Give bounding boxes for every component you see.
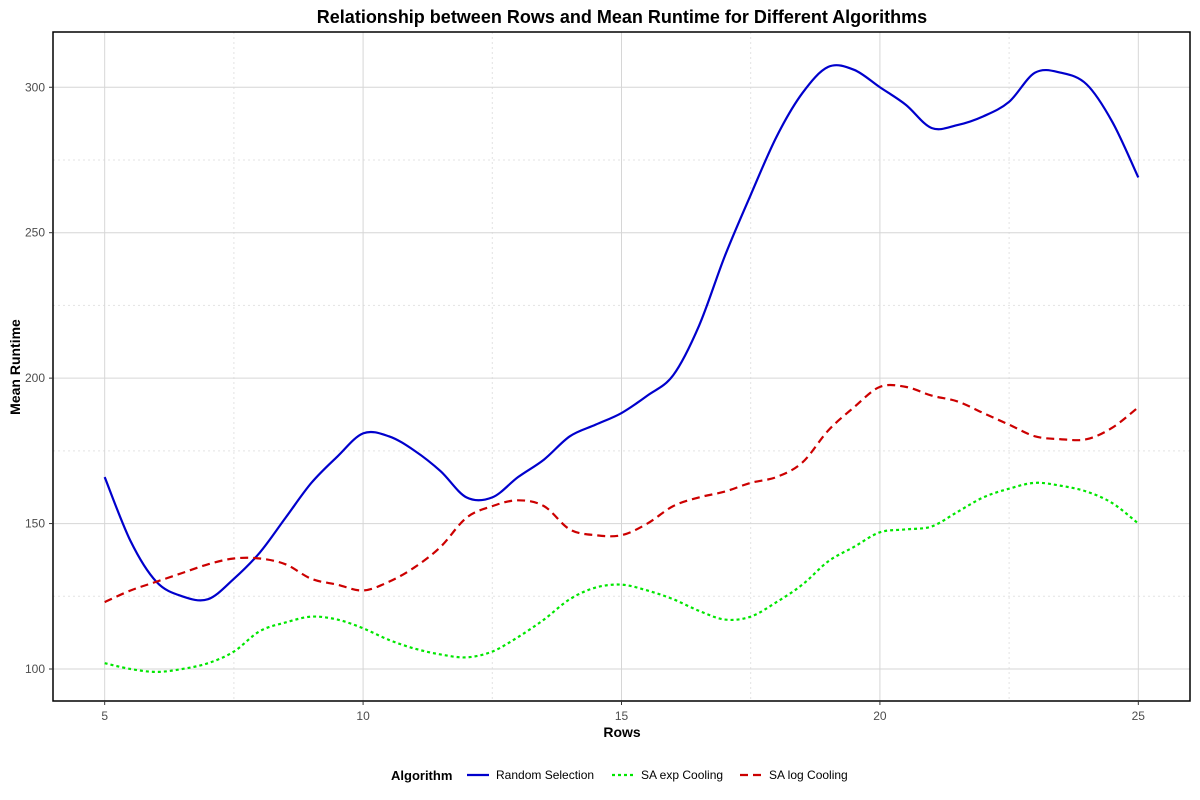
x-tick-label: 20 xyxy=(873,709,887,723)
y-tick-label: 100 xyxy=(25,662,45,676)
x-tick-label: 10 xyxy=(356,709,370,723)
grid xyxy=(53,32,1190,701)
y-tick-label: 250 xyxy=(25,226,45,240)
legend-title: Algorithm xyxy=(391,768,452,783)
y-tick-label: 300 xyxy=(25,80,45,94)
chart-title: Relationship between Rows and Mean Runti… xyxy=(317,7,927,27)
series-line-sa-exp-cooling xyxy=(104,481,1140,674)
x-tick-label: 25 xyxy=(1132,709,1146,723)
y-tick-label: 200 xyxy=(25,371,45,385)
series-line-random-selection xyxy=(103,64,1140,602)
legend-label-sa-log-cooling: SA log Cooling xyxy=(769,768,848,782)
y-tick-label: 150 xyxy=(25,517,45,531)
series-lines xyxy=(103,64,1140,674)
legend-label-sa-exp-cooling: SA exp Cooling xyxy=(641,768,723,782)
legend-label-random-selection: Random Selection xyxy=(496,768,594,782)
tick-labels: 5 10 15 20 25 100 150 200 250 300 xyxy=(25,80,1145,723)
legend: Algorithm Random Selection SA exp Cooling… xyxy=(391,768,848,783)
x-tick-label: 5 xyxy=(101,709,108,723)
x-tick-label: 15 xyxy=(615,709,629,723)
series-line-sa-log-cooling xyxy=(104,383,1140,604)
x-axis-title: Rows xyxy=(603,724,641,740)
y-axis-title: Mean Runtime xyxy=(7,319,23,415)
